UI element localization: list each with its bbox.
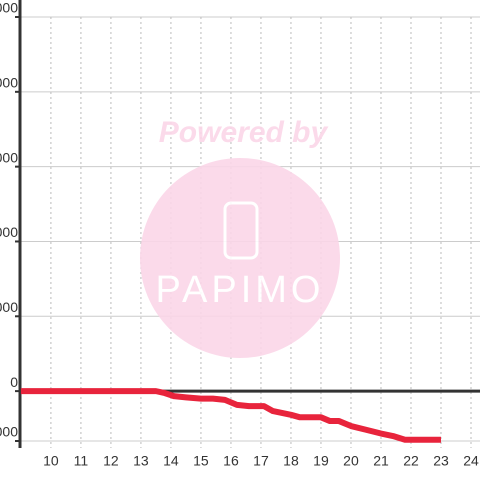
watermark: Powered by PAPIMO <box>140 116 340 358</box>
y-tick-label: 30,000 <box>0 299 18 315</box>
x-tick-label: 22 <box>403 453 419 469</box>
y-tick-label: 0 <box>10 374 18 390</box>
x-tick-label: 20 <box>343 453 359 469</box>
x-tick-label: 12 <box>103 453 119 469</box>
x-tick-label: 17 <box>253 453 269 469</box>
y-tick-label: -20,000 <box>0 424 18 440</box>
x-tick-label: 13 <box>133 453 149 469</box>
x-tick-label: 14 <box>163 453 179 469</box>
x-tick-label: 19 <box>313 453 329 469</box>
x-tick-label: 18 <box>283 453 299 469</box>
x-tick-label: 15 <box>193 453 209 469</box>
data-line <box>20 388 441 443</box>
watermark-icon <box>223 201 259 260</box>
x-tick-label: 16 <box>223 453 239 469</box>
x-tick-label: 21 <box>373 453 389 469</box>
watermark-brand: PAPIMO <box>156 269 325 311</box>
y-tick-label: 150,000 <box>0 0 18 16</box>
y-tick-label: 90,000 <box>0 149 18 165</box>
watermark-title: Powered by <box>159 116 329 149</box>
x-tick-label: 10 <box>43 453 59 469</box>
x-tick-label: 11 <box>74 453 89 469</box>
x-tick-label: 23 <box>433 453 449 469</box>
y-tick-label: 60,000 <box>0 224 18 240</box>
x-tick-label: 24 <box>463 453 479 469</box>
y-tick-label: 120,000 <box>0 75 18 91</box>
